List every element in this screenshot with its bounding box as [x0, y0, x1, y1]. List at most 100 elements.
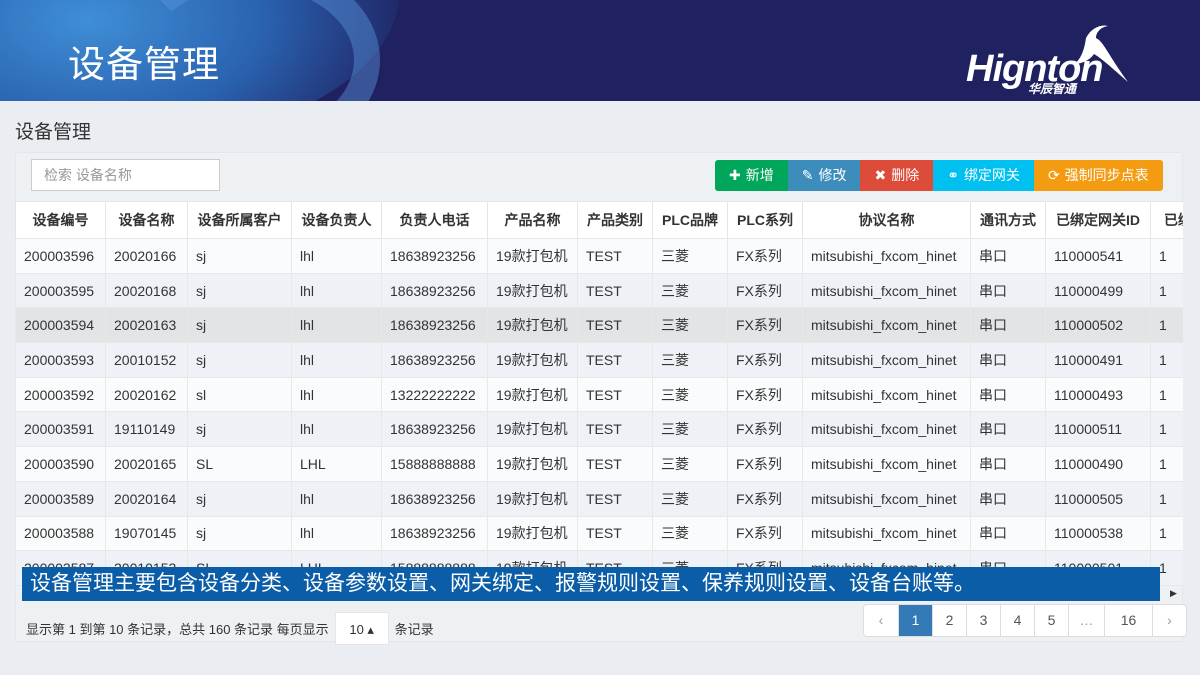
table-cell: 110000505	[1045, 480, 1151, 517]
table-cell: 三菱	[652, 480, 728, 517]
pencil-icon: ✎	[801, 167, 814, 183]
table-cell: FX系列	[727, 307, 803, 344]
page-button[interactable]: 16	[1104, 605, 1152, 636]
table-cell: 18638923256	[381, 307, 488, 344]
table-cell: 19款打包机	[487, 342, 578, 378]
column-header[interactable]: 负责人电话	[381, 201, 488, 239]
table-cell: 18638923256	[381, 238, 488, 274]
table-cell: lhl	[291, 411, 382, 448]
table-cell: FX系列	[727, 411, 803, 448]
table-cell: 110000499	[1045, 272, 1151, 309]
table-cell: FX系列	[727, 342, 803, 378]
table-cell: TEST	[577, 480, 653, 517]
table-row[interactable]: 200003591 19110149 sj lhl 18638923256 19款打包机 T…	[15, 411, 1183, 448]
records-suffix: 条记录	[394, 622, 434, 637]
table-row[interactable]: 200003590 20020165 SL LHL 15888888888 19款打包机 T…	[15, 446, 1183, 482]
table-row[interactable]: 200003589 20020164 sj lhl 18638923256 19款打包机 T…	[15, 480, 1183, 517]
next-page-button[interactable]: ›	[1152, 605, 1186, 636]
table-row[interactable]: 200003594 20020163 sj lhl 18638923256 19款打包机 T…	[15, 307, 1183, 344]
table-cell: 19款打包机	[487, 238, 578, 274]
search-input[interactable]: 检索 设备名称	[31, 159, 220, 191]
column-header[interactable]: 设备负责人	[291, 201, 382, 239]
table-cell: FX系列	[727, 515, 803, 552]
scroll-right-arrow[interactable]: ▶	[1170, 588, 1177, 598]
table-cell: lhl	[291, 272, 382, 309]
table-cell: TEST	[577, 342, 653, 378]
table-cell: sj	[187, 480, 292, 517]
column-header[interactable]: 设备编号	[15, 201, 106, 239]
table-cell: 三菱	[652, 342, 728, 378]
table-cell: mitsubishi_fxcom_hinet	[802, 515, 971, 552]
column-header[interactable]: 设备名称	[105, 201, 188, 239]
table-cell: 19款打包机	[487, 272, 578, 309]
page-button[interactable]: 2	[932, 605, 966, 636]
column-header[interactable]: PLC品牌	[652, 201, 728, 239]
refresh-icon: ⟳	[1047, 167, 1060, 183]
table-cell: 200003594	[15, 307, 106, 344]
table-cell: lhl	[291, 307, 382, 344]
table-cell: 200003589	[15, 480, 106, 517]
table-cell: 200003593	[15, 342, 106, 378]
table-cell: 110000511	[1045, 411, 1151, 448]
table-cell: lhl	[291, 515, 382, 552]
table-cell: 110000493	[1045, 376, 1151, 413]
column-header[interactable]: 已绑定网关ID	[1045, 201, 1151, 239]
page-button[interactable]: …	[1068, 605, 1104, 636]
table-cell: FX系列	[727, 376, 803, 413]
column-header[interactable]: 协议名称	[802, 201, 971, 239]
page-button[interactable]: 1	[898, 605, 932, 636]
table-cell: 19款打包机	[487, 307, 578, 344]
table-cell: 串口	[970, 515, 1046, 552]
page-size-select[interactable]: 10 ▴	[334, 612, 389, 645]
table-row[interactable]: 200003595 20020168 sj lhl 18638923256 19款打包机 T…	[15, 272, 1183, 309]
table-cell: 200003596	[15, 238, 106, 274]
page-button[interactable]: 4	[1000, 605, 1034, 636]
table-row[interactable]: 200003596 20020166 sj lhl 18638923256 19款打包机 T…	[15, 238, 1183, 274]
column-header[interactable]: 通讯方式	[970, 201, 1046, 239]
sync-label: 强制同步点表	[1064, 167, 1149, 183]
table-cell: 110000541	[1045, 238, 1151, 274]
table-cell: 三菱	[652, 307, 728, 344]
table-cell: 19款打包机	[487, 376, 578, 413]
page-title: 设备管理	[15, 122, 92, 143]
table-cell: 串口	[970, 376, 1046, 413]
table-cell: TEST	[577, 307, 653, 344]
table-cell: 20020168	[105, 272, 188, 309]
column-header[interactable]: 产品类别	[577, 201, 653, 239]
table-cell: sj	[187, 411, 292, 448]
edit-button[interactable]: ✎ 修改	[787, 160, 861, 191]
table-cell: 20020166	[105, 238, 188, 274]
force-sync-button[interactable]: ⟳ 强制同步点表	[1033, 160, 1163, 191]
table-cell: 200003592	[15, 376, 106, 413]
prev-page-button[interactable]: ‹	[878, 612, 884, 628]
table-row[interactable]: 200003592 20020162 sl lhl 13222222222 19款打包机 T…	[15, 376, 1183, 413]
table-cell: 1	[1150, 446, 1183, 482]
table-row[interactable]: 200003593 20010152 sj lhl 18638923256 19款打包机 T…	[15, 342, 1183, 378]
delete-button[interactable]: ✖ 删除	[860, 160, 934, 191]
page-button[interactable]: 3	[966, 605, 1000, 636]
column-header[interactable]: PLC系列	[727, 201, 803, 239]
table-cell: 三菱	[652, 238, 728, 274]
table-cell: 三菱	[652, 272, 728, 309]
table-cell: mitsubishi_fxcom_hinet	[802, 376, 971, 413]
hignton-logo: Hignton 华辰智通	[966, 20, 1136, 96]
column-header[interactable]: 已绑	[1150, 201, 1183, 239]
table-cell: 1	[1150, 411, 1183, 448]
gazelle-icon	[1074, 25, 1128, 82]
link-icon: ⚭	[947, 167, 959, 183]
bind-gateway-button[interactable]: ⚭ 绑定网关	[933, 160, 1034, 191]
table-cell: 19款打包机	[487, 411, 578, 448]
column-header[interactable]: 产品名称	[487, 201, 578, 239]
table-cell: sj	[187, 342, 292, 378]
table-cell: 1	[1150, 515, 1183, 552]
toolbar: ✚ 新增 ✎ 修改 ✖ 删除 ⚭ 绑定网关 ⟳ 强制同步点表	[715, 160, 1163, 191]
table-row[interactable]: 200003588 19070145 sj lhl 18638923256 19款打包机 T…	[15, 515, 1183, 552]
table-cell: 200003588	[15, 515, 106, 552]
table-cell: mitsubishi_fxcom_hinet	[802, 411, 971, 448]
column-header[interactable]: 设备所属客户	[187, 201, 292, 239]
add-button[interactable]: ✚ 新增	[715, 160, 788, 191]
table-cell: mitsubishi_fxcom_hinet	[802, 238, 971, 274]
page-button[interactable]: 5	[1034, 605, 1068, 636]
caption-overlay: 设备管理主要包含设备分类、设备参数设置、网关绑定、报警规则设置、保养规则设置、设…	[22, 567, 1160, 601]
table-cell: 串口	[970, 411, 1046, 448]
